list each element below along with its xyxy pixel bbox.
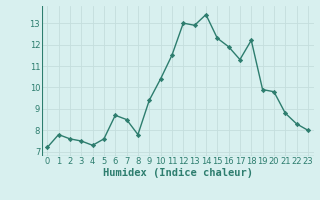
X-axis label: Humidex (Indice chaleur): Humidex (Indice chaleur) — [103, 168, 252, 178]
